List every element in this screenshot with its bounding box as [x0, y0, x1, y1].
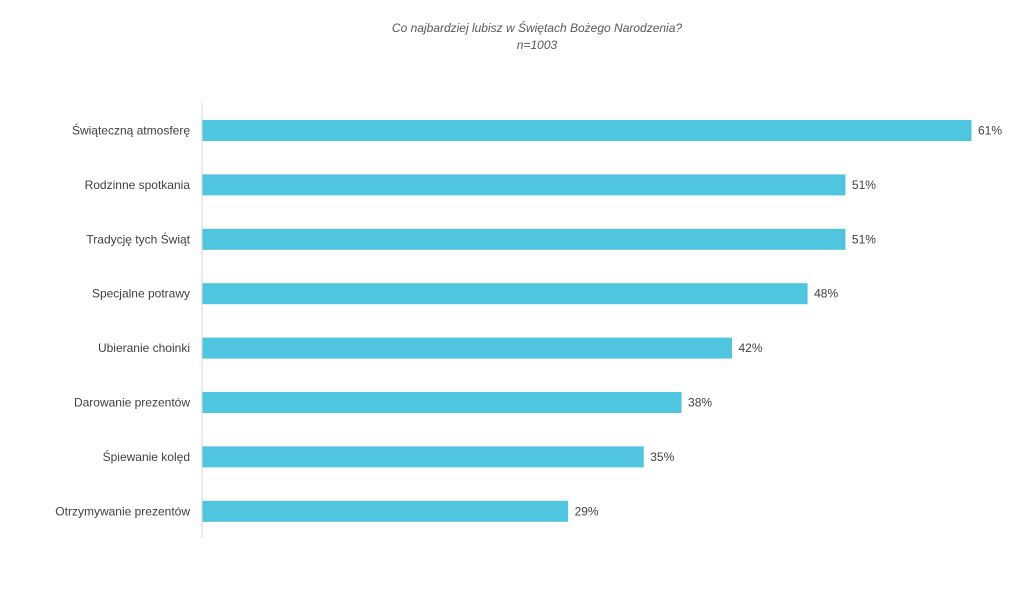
category-label: Tradycję tych Świąt [86, 231, 190, 246]
data-label: 61% [978, 124, 1002, 138]
category-label: Rodzinne spotkania [85, 178, 191, 192]
bar [202, 120, 972, 141]
category-label: Śpiewanie kolęd [103, 449, 190, 464]
bar [202, 446, 644, 468]
data-label: 29% [575, 504, 599, 518]
bar [202, 228, 846, 250]
data-label: 38% [688, 396, 712, 410]
category-label: Świąteczną atmosferę [72, 123, 190, 138]
category-label: Otrzymywanie prezentów [55, 504, 190, 518]
bar [202, 500, 569, 522]
chart-title: Co najbardziej lubisz w Świętach Bożego … [391, 21, 683, 35]
bar [202, 392, 682, 413]
bar [202, 337, 732, 359]
bar [202, 174, 846, 196]
data-label: 51% [852, 232, 876, 246]
data-label: 51% [852, 178, 876, 192]
data-label: 48% [814, 287, 838, 301]
category-label: Darowanie prezentów [74, 396, 190, 410]
bar [202, 283, 808, 305]
category-label: Ubieranie choinki [98, 341, 190, 355]
chart-subtitle: n=1003 [516, 38, 558, 52]
data-label: 42% [738, 341, 762, 355]
data-label: 35% [650, 450, 674, 464]
category-label: Specjalne potrawy [92, 287, 190, 301]
